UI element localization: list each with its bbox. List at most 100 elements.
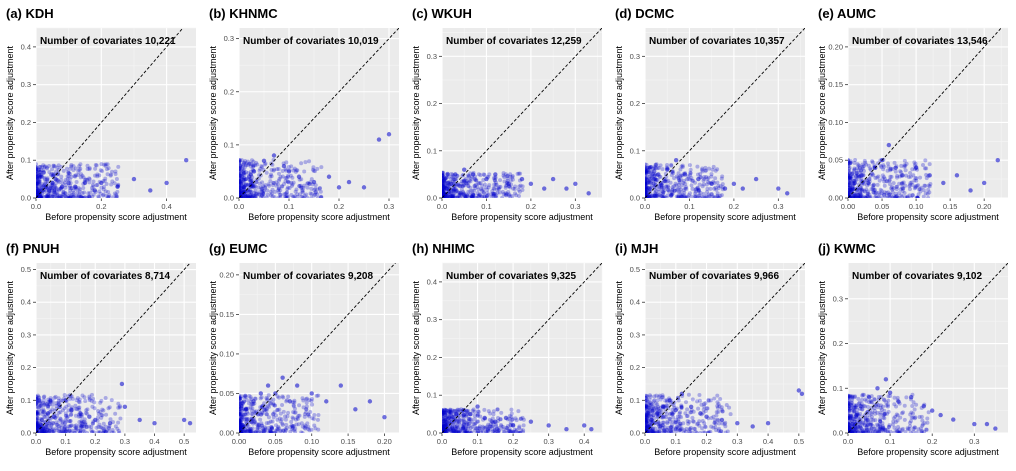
cloud-point [869,171,874,176]
cloud-point [849,428,854,433]
cloud-point [291,410,296,415]
cloud-point [645,189,648,194]
cloud-point [239,160,242,165]
cloud-point [252,409,257,414]
cloud-point [701,430,706,433]
cloud-point [471,407,476,412]
cloud-point [653,426,658,431]
cloud-point [647,430,652,433]
cloud-point [927,162,932,167]
cloud-point [252,420,257,425]
cloud-point [684,185,689,190]
cloud-point [660,167,665,172]
cloud-point [57,195,62,198]
cloud-point [898,169,903,174]
cloud-point [84,177,89,182]
cloud-point [442,177,446,182]
cloud-point [45,179,50,184]
cloud-point [79,418,84,423]
cloud-point [443,176,448,181]
cloud-point [888,166,893,171]
cloud-point [37,170,42,175]
cloud-point [648,411,653,416]
cloud-point [77,423,82,428]
cloud-point [878,412,883,417]
cloud-point [259,186,264,191]
cloud-point [476,430,481,433]
cloud-point [874,194,879,198]
cloud-point [278,174,283,179]
cloud-point [687,191,692,196]
y-tick-label: 0.20 [828,42,843,51]
cloud-point [243,394,248,399]
cloud-point [461,178,466,183]
data-point [251,169,257,174]
data-point [482,415,487,421]
cloud-point [647,429,652,433]
cloud-point [465,193,470,198]
cloud-point [669,430,674,433]
cloud-point [462,430,467,433]
cloud-point [853,177,858,182]
cloud-point [645,410,650,415]
cloud-point [697,193,702,198]
cloud-point [251,164,256,169]
cloud-point [43,430,48,433]
cloud-point [468,189,473,194]
cloud-point [480,429,485,433]
cloud-point [871,190,876,195]
cloud-point [442,186,445,191]
y-tick-label: 0.3 [630,330,640,339]
cloud-point [239,406,243,411]
cloud-point [271,157,276,162]
cloud-point [887,424,892,429]
cloud-point [313,426,318,431]
cloud-point [447,194,452,198]
cloud-point [647,406,652,411]
cloud-point [885,193,890,198]
data-point [470,172,476,177]
cloud-point [893,414,898,419]
cloud-point [243,159,248,164]
cloud-point [664,179,669,184]
cloud-point [442,426,446,431]
cloud-point [58,410,63,415]
cloud-point [857,164,862,169]
cloud-point [650,193,655,198]
cloud-point [658,397,663,402]
data-point [796,388,802,393]
data-point [709,181,714,187]
cloud-point [99,169,104,174]
y-tick-label: 0.3 [21,80,31,89]
cloud-point [442,170,446,175]
cloud-point [269,425,274,430]
cloud-point [507,427,512,432]
cloud-point [713,176,718,181]
data-point [87,414,92,419]
cloud-point [879,430,884,433]
cloud-point [442,183,445,188]
cloud-point [464,414,469,419]
cloud-point [646,409,651,414]
cloud-point [904,395,909,400]
cloud-point [859,167,864,172]
cloud-point [307,398,312,403]
cloud-point [280,421,285,426]
cloud-point [856,195,861,198]
cloud-point [57,426,62,431]
cloud-point [513,184,518,189]
cloud-point [239,179,242,184]
cloud-point [662,430,667,433]
cloud-point [307,428,312,433]
cloud-point [646,409,651,414]
cloud-point [880,176,885,181]
cloud-point [72,430,77,433]
data-point [164,180,169,186]
cloud-point [898,415,903,420]
cloud-point [239,412,242,417]
cloud-point [443,417,448,422]
cloud-point [54,187,59,192]
x-tick-label: 0.0 [234,202,244,211]
cloud-point [720,409,725,414]
y-tick-label: 0.20 [219,270,234,279]
